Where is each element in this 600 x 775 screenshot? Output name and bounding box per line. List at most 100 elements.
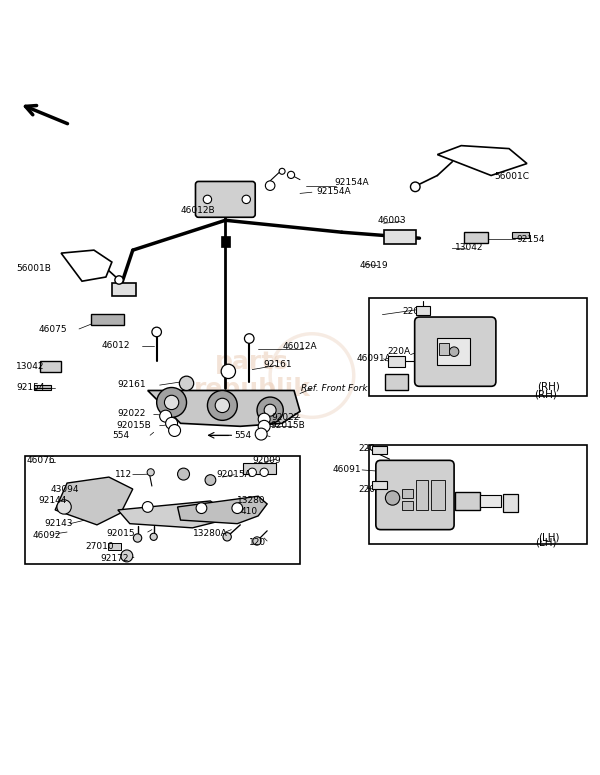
Text: 56001C: 56001C	[494, 172, 529, 181]
FancyBboxPatch shape	[196, 181, 255, 217]
Circle shape	[287, 171, 295, 178]
Text: 13280A: 13280A	[193, 529, 227, 539]
Bar	[40, 361, 61, 372]
Bar	[385, 374, 407, 391]
Text: 46091A: 46091A	[357, 354, 391, 363]
Circle shape	[152, 327, 161, 336]
Text: 92154A: 92154A	[335, 178, 369, 187]
Text: 92022: 92022	[271, 413, 300, 422]
Circle shape	[179, 376, 194, 391]
Text: 13042: 13042	[455, 243, 484, 252]
Bar	[368, 446, 587, 544]
Polygon shape	[118, 501, 223, 528]
Text: 46075: 46075	[38, 325, 67, 334]
Text: 46003: 46003	[377, 215, 406, 225]
Circle shape	[410, 182, 420, 191]
Text: 56001B: 56001B	[16, 264, 51, 273]
Circle shape	[223, 532, 232, 541]
Circle shape	[257, 397, 283, 423]
Bar	[401, 501, 413, 510]
Bar	[25, 456, 300, 563]
Text: 46012A: 46012A	[282, 343, 317, 351]
Text: 92161: 92161	[118, 380, 146, 389]
Circle shape	[160, 410, 172, 422]
Circle shape	[449, 347, 459, 356]
Circle shape	[164, 395, 179, 410]
Circle shape	[264, 405, 276, 416]
Polygon shape	[148, 391, 300, 426]
Text: 92015B: 92015B	[116, 421, 151, 429]
FancyBboxPatch shape	[415, 317, 496, 386]
Bar	[107, 542, 121, 550]
Text: 46091: 46091	[333, 466, 361, 474]
Circle shape	[232, 503, 242, 514]
Bar	[431, 480, 445, 510]
Text: 92154: 92154	[16, 383, 45, 392]
Text: 410: 410	[240, 507, 257, 515]
Bar	[416, 480, 428, 510]
Bar	[112, 283, 136, 296]
Text: 46012: 46012	[102, 341, 130, 350]
Circle shape	[265, 181, 275, 191]
Text: 120: 120	[249, 538, 266, 546]
Circle shape	[196, 503, 207, 514]
Circle shape	[121, 550, 133, 562]
Circle shape	[205, 475, 216, 485]
Text: 554: 554	[235, 432, 251, 440]
Circle shape	[260, 468, 268, 477]
Circle shape	[221, 364, 235, 378]
Circle shape	[258, 420, 270, 432]
Text: 220: 220	[359, 444, 376, 453]
Text: 46019: 46019	[360, 260, 388, 270]
Circle shape	[166, 418, 178, 429]
Circle shape	[258, 413, 270, 425]
Circle shape	[208, 391, 237, 420]
Text: 13280: 13280	[237, 496, 266, 505]
Text: 220: 220	[403, 307, 420, 315]
Text: 112: 112	[115, 470, 132, 479]
Circle shape	[242, 195, 250, 204]
Polygon shape	[178, 496, 267, 524]
Circle shape	[203, 195, 212, 204]
Text: 220: 220	[359, 484, 376, 494]
Bar	[481, 495, 501, 507]
Text: 92161: 92161	[263, 360, 292, 370]
Text: 46012B: 46012B	[181, 205, 215, 215]
Text: Ref. Front Fork: Ref. Front Fork	[301, 384, 368, 393]
Circle shape	[57, 500, 71, 514]
Text: 92015A: 92015A	[217, 470, 251, 479]
Bar	[368, 298, 587, 397]
Text: (RH): (RH)	[534, 390, 557, 400]
Bar	[416, 305, 430, 315]
Bar	[383, 230, 416, 244]
Circle shape	[157, 388, 187, 418]
Polygon shape	[61, 250, 112, 281]
Polygon shape	[437, 146, 527, 175]
Text: 46092: 46092	[32, 531, 61, 539]
Text: 554: 554	[112, 431, 129, 439]
Circle shape	[248, 468, 256, 477]
Bar	[455, 492, 481, 510]
Bar	[464, 232, 488, 243]
Text: 27010: 27010	[85, 542, 113, 552]
Circle shape	[253, 537, 261, 545]
Circle shape	[169, 425, 181, 436]
Text: 92015: 92015	[107, 529, 135, 538]
Text: parts
republik: parts republik	[194, 350, 311, 401]
Circle shape	[385, 491, 400, 505]
Text: 92022: 92022	[118, 408, 146, 418]
FancyBboxPatch shape	[376, 460, 454, 529]
Circle shape	[178, 468, 190, 480]
Bar	[371, 446, 386, 454]
Circle shape	[115, 276, 123, 284]
Circle shape	[215, 398, 230, 412]
Circle shape	[133, 534, 142, 542]
Circle shape	[147, 469, 154, 476]
Bar	[512, 232, 529, 238]
Text: (LH): (LH)	[538, 532, 560, 542]
Circle shape	[279, 168, 285, 174]
Bar	[243, 463, 276, 474]
Text: 92009: 92009	[252, 456, 281, 465]
Text: 92154A: 92154A	[317, 187, 352, 196]
Circle shape	[244, 334, 254, 343]
